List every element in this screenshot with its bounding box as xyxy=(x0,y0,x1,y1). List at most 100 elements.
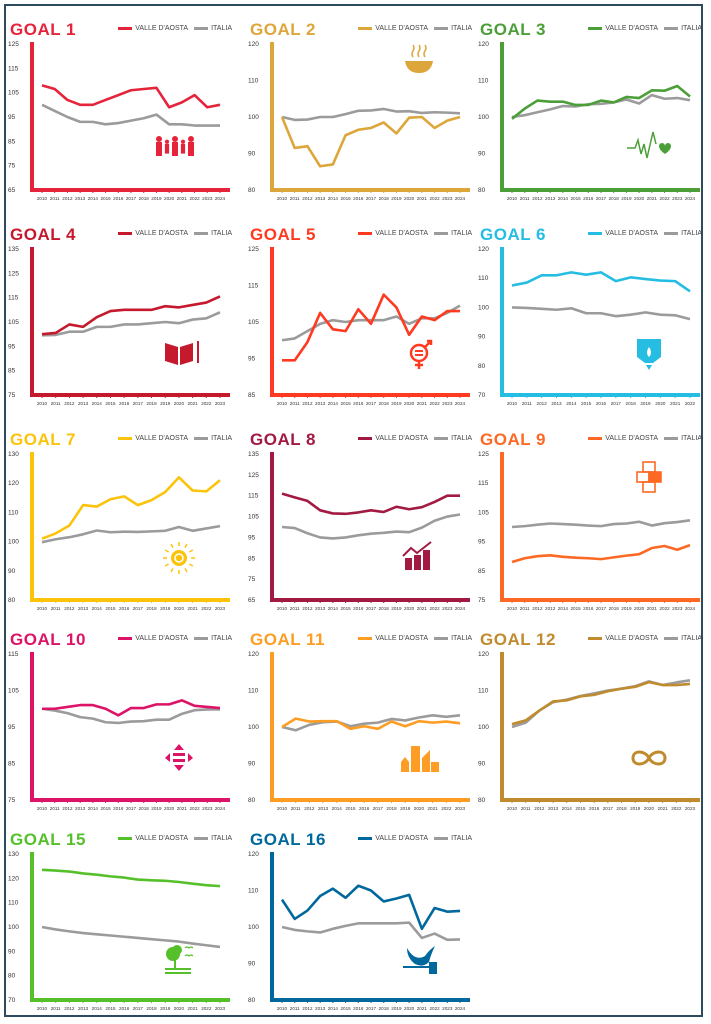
sdg-chart-goal-4: GOAL 4 VALLE D'AOSTA ITALIA 75 85 95 105 115 125… xyxy=(4,213,236,413)
legend-italia: ITALIA xyxy=(194,25,232,32)
x-tick-label: 2013 xyxy=(75,806,86,811)
y-tick-label: 110 xyxy=(478,688,489,695)
x-tick-label: 2019 xyxy=(640,401,651,406)
sdg-chart-goal-9: GOAL 9 VALLE D'AOSTA ITALIA 75 85 95 105 115 125… xyxy=(474,418,706,618)
legend-region: VALLE D'AOSTA xyxy=(588,230,658,237)
legend-swatch xyxy=(194,232,209,235)
sdg-chart-goal-6: GOAL 6 VALLE D'AOSTA ITALIA 70 80 90 100 110 120… xyxy=(474,213,706,413)
legend-region: VALLE D'AOSTA xyxy=(358,230,428,237)
line-chart: 70 80 90 100 110 120 2010 2011 2012 2013 2014 2015 2… xyxy=(478,246,700,406)
sdg-chart-goal-15: GOAL 15 VALLE D'AOSTA ITALIA 70 80 90 100 110 12… xyxy=(4,818,236,1018)
x-tick-label: 2020 xyxy=(414,806,425,811)
x-tick-label: 2020 xyxy=(644,806,655,811)
x-tick-label: 2012 xyxy=(302,606,313,611)
x-tick-label: 2016 xyxy=(353,196,364,201)
growth-chart-icon xyxy=(402,541,432,570)
x-tick-label: 2011 xyxy=(522,401,532,406)
y-tick-label: 110 xyxy=(8,900,19,907)
sdg-chart-goal-16: GOAL 16 VALLE D'AOSTA ITALIA 80 90 100 110 120 2… xyxy=(244,818,476,1018)
legend-swatch xyxy=(588,232,603,235)
legend-swatch xyxy=(118,232,133,235)
y-tick-label: 120 xyxy=(8,480,19,487)
y-tick-label: 105 xyxy=(8,319,19,326)
x-tick-label: 2016 xyxy=(119,401,130,406)
x-tick-label: 2023 xyxy=(672,196,683,201)
y-tick-label: 95 xyxy=(248,534,256,541)
x-tick-label: 2011 xyxy=(290,606,300,611)
y-tick-label: 115 xyxy=(8,295,19,302)
legend-swatch xyxy=(434,637,449,640)
legend-swatch xyxy=(434,837,449,840)
chart-legend: VALLE D'AOSTA ITALIA xyxy=(118,635,232,642)
chart-legend: VALLE D'AOSTA ITALIA xyxy=(588,25,702,32)
x-tick-label: 2014 xyxy=(558,196,569,201)
legend-label: ITALIA xyxy=(451,230,472,237)
series-line-valle-daosta xyxy=(511,84,691,120)
y-tick-label: 115 xyxy=(8,651,19,658)
series-line-valle-daosta xyxy=(280,115,461,168)
y-tick-label: 75 xyxy=(248,576,256,583)
x-tick-label: 2011 xyxy=(291,806,301,811)
legend-label: VALLE D'AOSTA xyxy=(605,635,659,642)
legend-label: VALLE D'AOSTA xyxy=(135,635,189,642)
x-tick-label: 2023 xyxy=(202,196,213,201)
x-tick-label: 2013 xyxy=(78,401,89,406)
legend-region: VALLE D'AOSTA xyxy=(588,435,658,442)
x-tick-label: 2012 xyxy=(537,401,548,406)
x-tick-label: 2014 xyxy=(566,401,577,406)
x-tick-label: 2021 xyxy=(187,606,198,611)
x-tick-label: 2017 xyxy=(366,196,377,201)
chart-title: GOAL 9 xyxy=(480,430,546,449)
x-tick-label: 2014 xyxy=(558,606,569,611)
sdg-chart-goal-2: GOAL 2 VALLE D'AOSTA ITALIA 80 90 100 110 120 20… xyxy=(244,8,476,208)
x-tick-label: 2022 xyxy=(429,1006,440,1011)
x-tick-label: 2021 xyxy=(417,606,428,611)
y-tick-label: 100 xyxy=(478,724,489,731)
x-tick-label: 2017 xyxy=(133,606,144,611)
x-tick-label: 2022 xyxy=(429,401,440,406)
legend-label: ITALIA xyxy=(451,25,472,32)
y-tick-label: 90 xyxy=(248,151,256,158)
x-tick-label: 2017 xyxy=(133,1006,144,1011)
y-tick-label: 125 xyxy=(248,472,259,479)
y-tick-label: 95 xyxy=(8,114,16,121)
x-tick-label: 2013 xyxy=(75,196,86,201)
legend-label: ITALIA xyxy=(211,230,232,237)
y-tick-label: 135 xyxy=(248,451,259,458)
legend-label: VALLE D'AOSTA xyxy=(605,435,659,442)
x-tick-label: 2021 xyxy=(417,1006,428,1011)
sun-power-icon xyxy=(163,542,195,574)
x-tick-label: 2022 xyxy=(659,196,670,201)
x-tick-label: 2012 xyxy=(304,806,315,811)
x-tick-label: 2021 xyxy=(647,606,658,611)
y-tick-label: 100 xyxy=(248,114,259,121)
legend-swatch xyxy=(358,837,373,840)
sdg-chart-goal-7: GOAL 7 VALLE D'AOSTA ITALIA 80 90 100 110 120 13… xyxy=(4,418,236,618)
x-tick-label: 2014 xyxy=(328,606,339,611)
x-tick-label: 2021 xyxy=(187,401,198,406)
legend-italia: ITALIA xyxy=(664,25,702,32)
report-frame xyxy=(4,4,703,1017)
x-tick-label: 2022 xyxy=(429,196,440,201)
x-tick-label: 2015 xyxy=(345,806,356,811)
x-tick-label: 2013 xyxy=(315,401,326,406)
chart-title: GOAL 11 xyxy=(250,630,325,649)
legend-italia: ITALIA xyxy=(664,230,702,237)
y-tick-label: 65 xyxy=(248,597,256,604)
x-tick-label: 2016 xyxy=(583,196,594,201)
y-tick-label: 80 xyxy=(478,797,486,804)
x-tick-label: 2012 xyxy=(532,606,543,611)
y-tick-label: 95 xyxy=(248,356,256,363)
x-tick-label: 2020 xyxy=(174,401,185,406)
x-tick-label: 2021 xyxy=(657,806,668,811)
x-tick-label: 2018 xyxy=(609,196,620,201)
sdg-chart-goal-1: GOAL 1 VALLE D'AOSTA ITALIA 65 75 85 95 105 115 1… xyxy=(4,8,236,208)
x-tick-label: 2020 xyxy=(404,401,415,406)
y-tick-label: 95 xyxy=(8,343,16,350)
x-tick-label: 2013 xyxy=(315,196,326,201)
x-tick-label: 2013 xyxy=(315,1006,326,1011)
y-tick-label: 80 xyxy=(8,973,16,980)
y-tick-label: 95 xyxy=(478,539,486,546)
x-tick-label: 2010 xyxy=(277,606,288,611)
